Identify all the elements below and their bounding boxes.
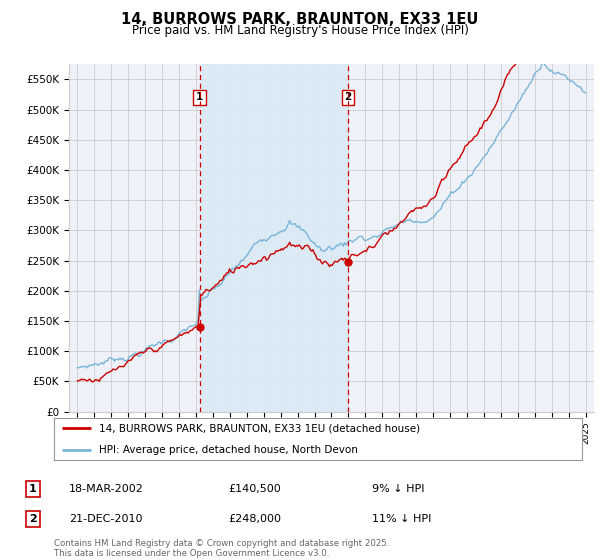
Text: Price paid vs. HM Land Registry's House Price Index (HPI): Price paid vs. HM Land Registry's House … (131, 24, 469, 36)
Text: 1: 1 (29, 484, 37, 494)
Text: 11% ↓ HPI: 11% ↓ HPI (372, 514, 431, 524)
Text: 1: 1 (196, 92, 203, 102)
Text: 2: 2 (344, 92, 352, 102)
Text: 18-MAR-2002: 18-MAR-2002 (69, 484, 144, 494)
Text: 14, BURROWS PARK, BRAUNTON, EX33 1EU: 14, BURROWS PARK, BRAUNTON, EX33 1EU (121, 12, 479, 27)
Text: HPI: Average price, detached house, North Devon: HPI: Average price, detached house, Nort… (99, 445, 358, 455)
Text: 9% ↓ HPI: 9% ↓ HPI (372, 484, 425, 494)
Bar (200, 64, 348, 412)
Text: 14, BURROWS PARK, BRAUNTON, EX33 1EU (detached house): 14, BURROWS PARK, BRAUNTON, EX33 1EU (de… (99, 423, 420, 433)
Text: £248,000: £248,000 (228, 514, 281, 524)
Text: 21-DEC-2010: 21-DEC-2010 (69, 514, 143, 524)
Text: Contains HM Land Registry data © Crown copyright and database right 2025.
This d: Contains HM Land Registry data © Crown c… (54, 539, 389, 558)
Text: £140,500: £140,500 (228, 484, 281, 494)
Text: 2: 2 (29, 514, 37, 524)
